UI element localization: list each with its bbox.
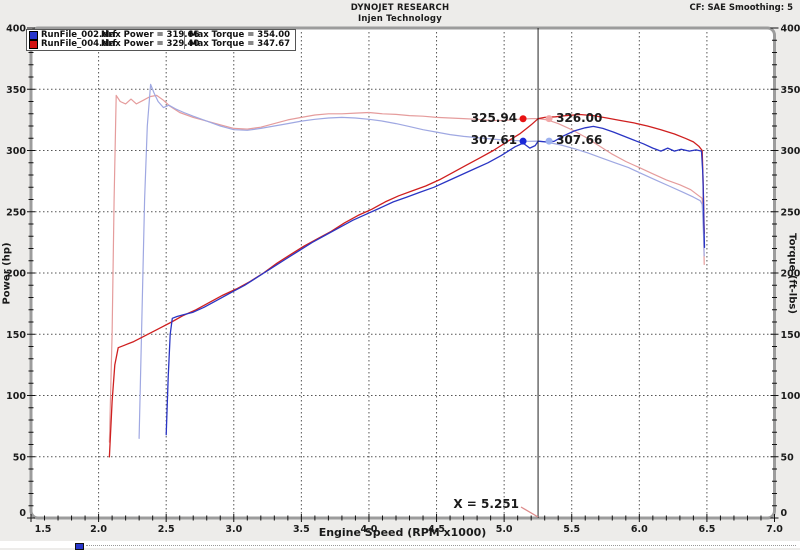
y-tick-label-left: 350 (6, 85, 26, 96)
y-tick-label-left: 400 (6, 24, 26, 35)
y-tick-label-right: 400 (781, 24, 800, 35)
cursor-readout-value: 325.94 (447, 111, 517, 125)
legend-max-power: Max Power = 329.40 (101, 40, 183, 49)
y-tick-label-left: 100 (6, 391, 26, 402)
right-y-axis-title: Torque (ft-lbs) (785, 214, 798, 334)
divider (184, 40, 185, 49)
cursor-x-value: X = 5.251 (437, 497, 519, 511)
y-tick-label-right: 300 (781, 146, 800, 157)
cursor-readout-value: 307.66 (556, 133, 626, 147)
cursor-readout-value: 307.61 (447, 133, 517, 147)
legend-color-swatch (29, 40, 38, 49)
divider (86, 545, 796, 546)
y-tick-label-right: 0 (781, 508, 788, 519)
power-cursor-dot (520, 138, 527, 145)
legend-run-file: RunFile_004.drf (41, 40, 101, 49)
legend-color-swatch (29, 31, 38, 40)
y-tick-label-right: 50 (781, 452, 795, 463)
left-y-axis-title: Power (hp) (2, 214, 15, 334)
cursor-readout-value: 326.00 (556, 111, 626, 125)
y-tick-label-right: 100 (781, 391, 800, 402)
y-tick-label-left: 0 (19, 508, 26, 519)
x-axis-title: Engine Speed (RPM x1000) (31, 526, 774, 539)
legend-max-torque: Max Torque = 347.67 (189, 40, 290, 49)
y-tick-label-right: 350 (781, 85, 800, 96)
clipped-second-legend (0, 541, 800, 548)
power-cursor-dot (520, 115, 527, 122)
y-tick-label-left: 300 (6, 146, 26, 157)
y-tick-label-left: 50 (13, 452, 27, 463)
torque-cursor-dot (546, 138, 553, 145)
torque-cursor-dot (546, 115, 553, 122)
legend-swatch-clipped (75, 543, 84, 550)
